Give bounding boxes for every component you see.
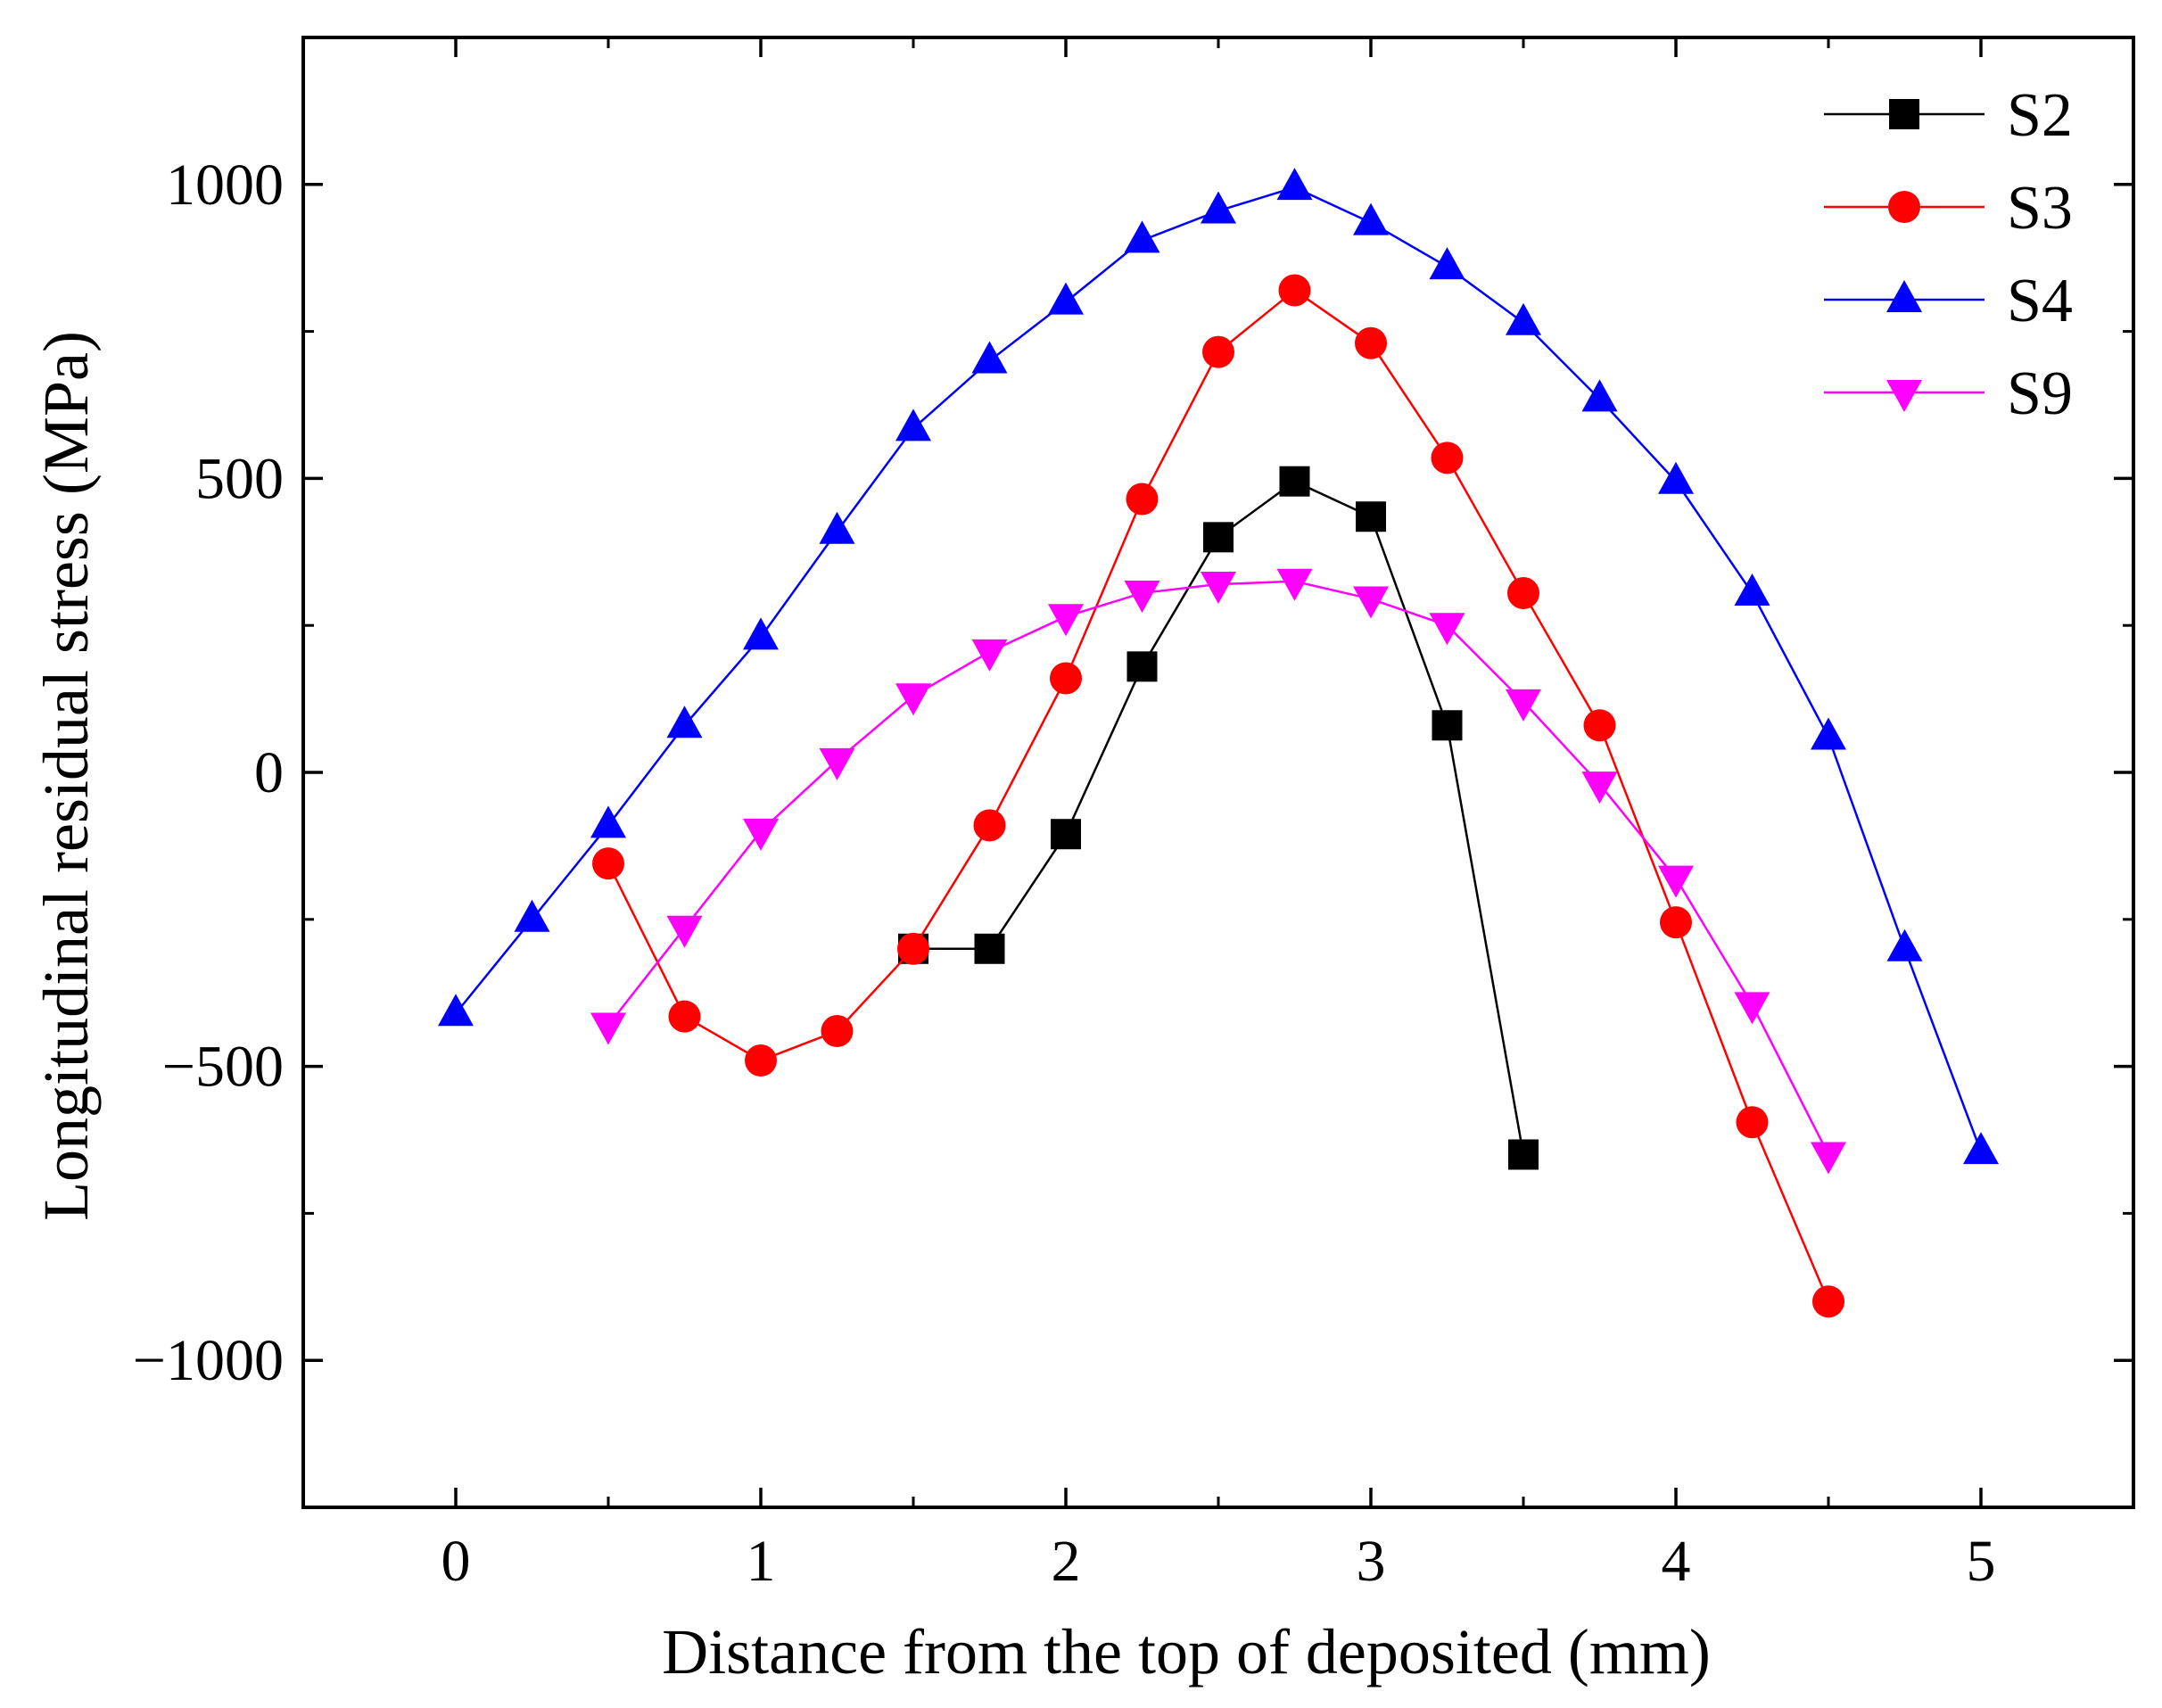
data-point-s4 xyxy=(819,511,855,544)
x-tick-label: 1 xyxy=(747,1529,776,1594)
y-tick-label: 0 xyxy=(254,740,284,805)
series-line-s9 xyxy=(607,580,1830,1156)
data-point-s3 xyxy=(821,1015,854,1048)
data-point-s2 xyxy=(1126,651,1158,682)
data-point-s4 xyxy=(971,341,1008,374)
y-tick-label: 1000 xyxy=(166,153,284,218)
data-point-s3 xyxy=(1507,576,1539,609)
data-point-s3 xyxy=(1660,906,1692,939)
data-point-s3 xyxy=(1126,483,1159,516)
data-point-s3 xyxy=(1202,335,1234,368)
data-point-s3 xyxy=(1355,326,1387,359)
data-point-s9 xyxy=(1124,580,1160,613)
data-point-s4 xyxy=(666,705,703,738)
series-line-s3 xyxy=(607,288,1830,1302)
data-point-s4 xyxy=(1276,168,1313,201)
x-tick-label: 0 xyxy=(441,1529,471,1594)
data-point-s9 xyxy=(1658,865,1694,898)
data-point-s4 xyxy=(514,899,550,932)
data-point-s2 xyxy=(1203,522,1234,553)
data-point-s4 xyxy=(1124,220,1160,253)
series-s3 xyxy=(592,274,1844,1318)
data-point-s2 xyxy=(1051,819,1081,850)
data-point-s4 xyxy=(1201,191,1236,224)
axis-ticks: 0 1 2 3 4 5 −1000 −500 0 500 1000 xyxy=(133,37,2135,1594)
data-point-s3 xyxy=(973,809,1006,842)
legend: S2 S3 S4 S9 xyxy=(1824,81,2073,428)
data-point-s3 xyxy=(668,1000,701,1033)
data-point-s4 xyxy=(590,805,626,838)
data-point-s3 xyxy=(592,847,624,880)
data-point-s4 xyxy=(1658,461,1694,494)
x-axis-title: Distance from the top of deposited (mm) xyxy=(662,1616,1711,1687)
data-point-s9 xyxy=(1201,572,1236,605)
legend-label: S4 xyxy=(2007,267,2073,335)
data-point-s9 xyxy=(1734,992,1770,1025)
data-point-s9 xyxy=(1353,586,1389,619)
legend-marker xyxy=(1889,99,1919,129)
data-point-s2 xyxy=(1508,1139,1539,1170)
legend-marker xyxy=(1886,280,1922,312)
data-point-s3 xyxy=(897,932,929,965)
data-point-s4 xyxy=(1048,282,1084,315)
data-point-s4 xyxy=(1886,928,1923,961)
data-point-s4 xyxy=(1734,573,1770,606)
data-point-s3 xyxy=(1278,274,1311,307)
data-point-s9 xyxy=(1506,689,1541,722)
data-point-s9 xyxy=(1429,613,1465,646)
data-point-s4 xyxy=(743,617,779,650)
data-point-s9 xyxy=(666,915,703,948)
legend-label: S9 xyxy=(2007,359,2073,428)
x-tick-label: 5 xyxy=(1967,1529,1996,1594)
legend-item-s2: S2 xyxy=(1824,81,2073,150)
data-point-s3 xyxy=(1583,709,1616,742)
data-point-s9 xyxy=(971,639,1008,672)
data-point-s9 xyxy=(895,683,931,716)
data-point-s3 xyxy=(1431,441,1464,474)
y-tick-label: −1000 xyxy=(133,1328,284,1393)
data-point-s9 xyxy=(1048,604,1084,637)
data-point-s9 xyxy=(819,747,855,780)
data-point-s4 xyxy=(1581,379,1618,412)
x-tick-label: 4 xyxy=(1662,1529,1691,1594)
data-point-s4 xyxy=(1963,1132,1999,1165)
data-point-s9 xyxy=(590,1012,626,1045)
data-point-s3 xyxy=(1812,1285,1844,1318)
x-tick-label: 2 xyxy=(1052,1529,1081,1594)
legend-item-s9: S9 xyxy=(1824,359,2073,428)
y-tick-label: −500 xyxy=(162,1035,284,1100)
plot-frame xyxy=(301,36,2135,1509)
data-point-s9 xyxy=(1811,1142,1846,1175)
data-point-s4 xyxy=(1811,717,1846,750)
data-point-s4 xyxy=(438,994,474,1027)
legend-label: S2 xyxy=(2007,81,2073,150)
data-point-s3 xyxy=(1736,1106,1769,1139)
series-s4 xyxy=(438,168,1999,1165)
data-point-s4 xyxy=(1506,302,1541,335)
y-tick-label: 500 xyxy=(195,446,284,511)
data-point-s2 xyxy=(1279,466,1310,497)
data-point-s4 xyxy=(1353,202,1389,235)
data-point-s2 xyxy=(1356,501,1386,532)
data-point-s9 xyxy=(1581,771,1618,804)
legend-marker xyxy=(1888,191,1920,223)
legend-label: S3 xyxy=(2007,174,2073,243)
data-point-s2 xyxy=(1432,710,1463,741)
data-point-s3 xyxy=(1050,662,1082,695)
legend-item-s3: S3 xyxy=(1824,174,2073,243)
legend-item-s4: S4 xyxy=(1824,267,2073,335)
data-point-s3 xyxy=(745,1044,777,1077)
legend-marker xyxy=(1886,380,1922,412)
x-tick-label: 3 xyxy=(1357,1529,1386,1594)
data-point-s4 xyxy=(1429,247,1465,280)
y-axis-title: Longitudinal residual stress (MPa) xyxy=(30,331,102,1221)
series-s9 xyxy=(590,568,1846,1175)
data-point-s2 xyxy=(974,933,1005,964)
series-layer xyxy=(438,168,1999,1318)
data-point-s4 xyxy=(895,408,931,441)
data-point-s9 xyxy=(1276,568,1313,601)
data-point-s9 xyxy=(743,818,779,851)
